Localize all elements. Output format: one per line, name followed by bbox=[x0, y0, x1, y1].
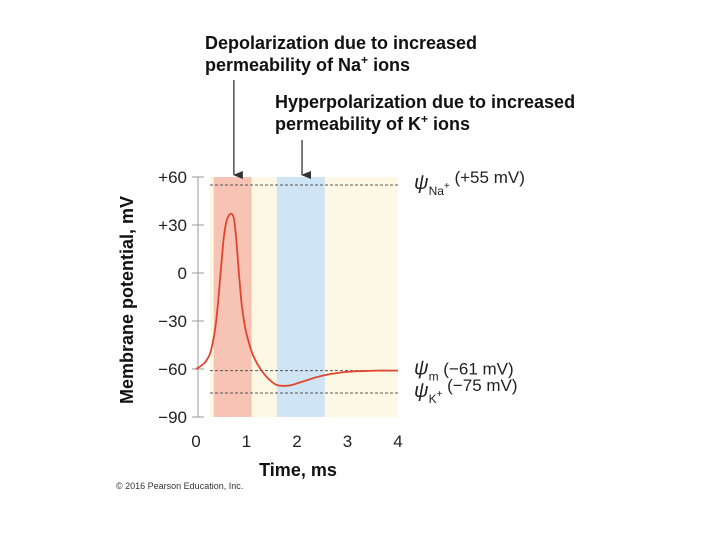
annotation-depolarization-line2-text: permeability of Na bbox=[205, 55, 362, 75]
tick-labels-group: +60+300−30−60−900 1 2 3 4 bbox=[158, 168, 403, 451]
annotation-depolarization-superscript: + bbox=[361, 53, 369, 67]
annotation-hyperpolarization-line2: permeability of K+ ions bbox=[275, 113, 635, 135]
equilibrium-label-m: ψm (−61 mV) bbox=[414, 358, 514, 384]
series-line-membrane-potential bbox=[195, 212, 398, 387]
annotation-depolarization-line2-end: ions bbox=[368, 55, 411, 75]
y-tick-label: +30 bbox=[158, 216, 187, 235]
region-hyperpolarization bbox=[276, 177, 325, 417]
annotation-hyperpolarization-superscript: + bbox=[421, 112, 429, 126]
y-tick-label: −30 bbox=[158, 312, 187, 331]
equilibrium-label-Na: ψNa+ (+55 mV) bbox=[414, 168, 525, 198]
annotation-hyperpolarization-line2-end: ions bbox=[428, 114, 471, 134]
y-tick-label: −90 bbox=[158, 408, 187, 427]
copyright-notice: © 2016 Pearson Education, Inc. bbox=[116, 481, 244, 491]
x-axis-title: Time, ms bbox=[259, 460, 337, 480]
axes-group bbox=[192, 176, 204, 418]
x-tick-label: 0 bbox=[191, 432, 200, 451]
x-tick-label: 3 bbox=[343, 432, 352, 451]
x-tick-label: 1 bbox=[242, 432, 251, 451]
annotation-arrows-group bbox=[232, 80, 312, 179]
y-tick-label: −60 bbox=[158, 360, 187, 379]
y-tick-label: +60 bbox=[158, 168, 187, 187]
annotation-depolarization-line1: Depolarization due to increased bbox=[205, 33, 478, 53]
y-axis-title: Membrane potential, mV bbox=[117, 196, 137, 404]
series-group bbox=[195, 212, 398, 387]
annotation-hyperpolarization-line2-text: permeability of K bbox=[275, 114, 422, 134]
annotation-hyperpolarization: Hyperpolarization due to increased perme… bbox=[275, 91, 635, 135]
x-tick-label: 2 bbox=[292, 432, 301, 451]
equilibrium-labels-group: ψNa+ (+55 mV) ψm (−61 mV)ψK+ (−75 mV) bbox=[414, 168, 525, 406]
equilibrium-label-K: ψK+ (−75 mV) bbox=[414, 376, 518, 406]
annotation-depolarization: Depolarization due to increased permeabi… bbox=[205, 32, 525, 76]
y-tick-label: 0 bbox=[178, 264, 187, 283]
x-tick-label: 4 bbox=[393, 432, 402, 451]
annotation-hyperpolarization-line1: Hyperpolarization due to increased bbox=[275, 92, 576, 112]
annotation-depolarization-line2: permeability of Na+ ions bbox=[205, 54, 525, 76]
